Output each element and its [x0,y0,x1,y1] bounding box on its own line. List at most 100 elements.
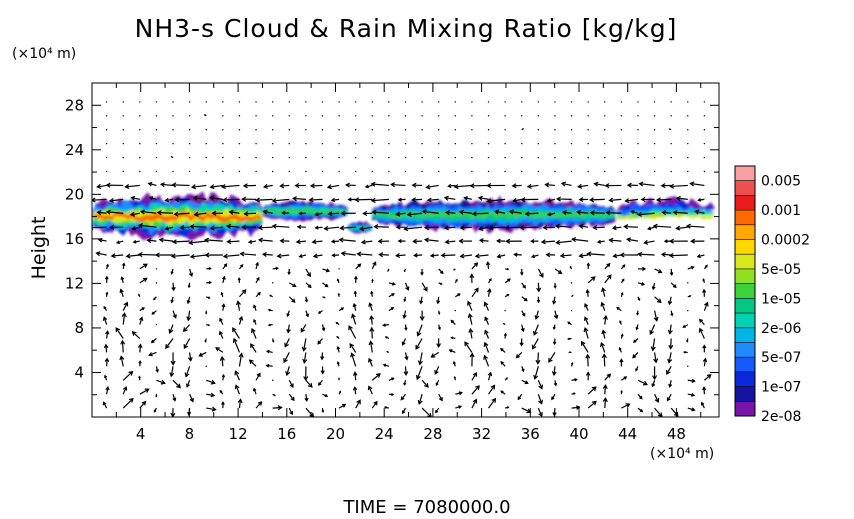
wind-arrow-705 [589,197,605,203]
wind-arrow-710 [604,129,606,131]
wind-arrow-305 [321,324,326,332]
wind-arrow-135 [188,129,191,131]
wind-arrow-413 [388,101,390,103]
wind-arrow-360 [347,197,356,202]
wind-arrow-490 [454,309,457,312]
wind-arrow-364 [354,142,357,145]
cloud-band [615,214,715,220]
wind-arrow-31 [119,288,124,297]
wind-arrow-771 [643,239,655,245]
wind-arrow-439 [421,379,429,388]
wind-arrow-549 [487,129,490,131]
wind-arrow-8 [105,291,109,297]
wind-arrow-633 [540,239,555,245]
wind-arrow-844 [689,181,705,187]
wind-arrow-514 [471,287,479,298]
x-tick-label-3: 16 [277,425,296,443]
wind-arrow-437 [421,407,432,417]
wind-arrow-25 [122,370,134,381]
wind-arrow-183 [222,101,224,103]
wind-arrow-598 [537,407,543,417]
wind-arrow-378 [371,261,377,270]
wind-arrow-427 [395,224,406,230]
wind-arrow-6 [102,316,108,325]
wind-arrow-356 [340,251,356,257]
wind-arrow-370 [371,373,381,381]
wind-arrow-634 [542,225,555,231]
wind-arrow-530 [488,384,496,395]
wind-arrow-411 [388,129,390,131]
wind-arrow-286 [305,268,311,278]
wind-arrow-338 [326,184,340,190]
wind-arrow-12 [97,237,107,243]
wind-arrow-177 [209,184,223,190]
wind-arrow-418 [404,352,409,361]
wind-arrow-537 [487,288,492,297]
wind-arrow-396 [384,336,390,340]
wind-arrow-641 [554,129,556,131]
wind-arrow-712 [604,101,606,103]
wind-arrow-295 [305,142,307,145]
wind-arrow-206 [238,101,241,103]
wind-arrow-819 [672,209,688,215]
x-tick-label-9: 40 [569,425,588,443]
wind-arrow-238 [269,294,273,298]
wind-arrow-19 [105,142,108,145]
wind-arrow-581 [520,324,525,333]
wind-arrow-4 [103,343,109,353]
wind-arrow-87 [155,156,158,159]
colorbar-label-1: 0.001 [761,203,801,219]
wind-arrow-491 [455,293,461,298]
wind-arrow-105 [164,226,174,231]
wind-arrow-101 [171,282,176,292]
wind-arrow-632 [545,252,555,258]
wind-arrow-362 [354,170,357,173]
wind-arrow-404 [373,224,389,230]
wind-arrow-775 [638,181,655,187]
wind-arrow-319 [321,129,324,131]
wind-arrow-280 [302,352,308,364]
wind-arrow-569 [504,170,506,173]
wind-arrow-344 [338,101,340,103]
wind-arrow-616 [537,156,540,159]
wind-arrow-474 [421,209,439,215]
wind-arrow-388 [371,129,373,131]
wind-arrow-459 [421,101,423,103]
wind-arrow-349 [349,343,357,353]
wind-arrow-410 [388,142,390,145]
wind-arrow-277 [304,394,309,402]
wind-arrow-70 [155,394,158,398]
wind-arrow-475 [426,197,439,203]
wind-arrow-59 [131,226,140,231]
wind-arrow-415 [400,393,406,401]
wind-arrow-266 [271,223,290,229]
wind-arrow-287 [298,254,307,258]
wind-arrow-455 [421,156,423,159]
wind-arrow-669 [585,371,591,381]
wind-arrow-770 [637,251,655,257]
wind-arrow-816 [668,253,688,259]
wind-arrow-374 [369,314,375,325]
y-tick-label-6: 28 [65,96,84,114]
wind-arrow-95 [169,366,175,378]
wind-arrow-423 [404,282,410,291]
wind-arrow-430 [390,182,406,188]
wind-arrow-744 [637,296,641,302]
colorbar-swatch-0 [735,166,755,182]
wind-arrow-688 [587,115,589,117]
wind-arrow-130 [174,197,190,203]
wind-arrow-486 [452,360,456,367]
wind-arrow-497 [444,210,456,216]
wind-arrow-773 [636,211,655,217]
x-tick-label-0: 4 [136,425,146,443]
wind-arrow-545 [469,183,489,189]
wind-arrow-343 [338,115,340,117]
wind-arrow-693 [601,353,607,367]
wind-arrow-395 [386,351,390,353]
wind-arrow-44 [122,115,124,117]
wind-arrow-683 [577,183,589,189]
wind-arrow-718 [620,333,624,339]
wind-arrow-54 [138,293,141,298]
wind-arrow-496 [443,225,456,231]
